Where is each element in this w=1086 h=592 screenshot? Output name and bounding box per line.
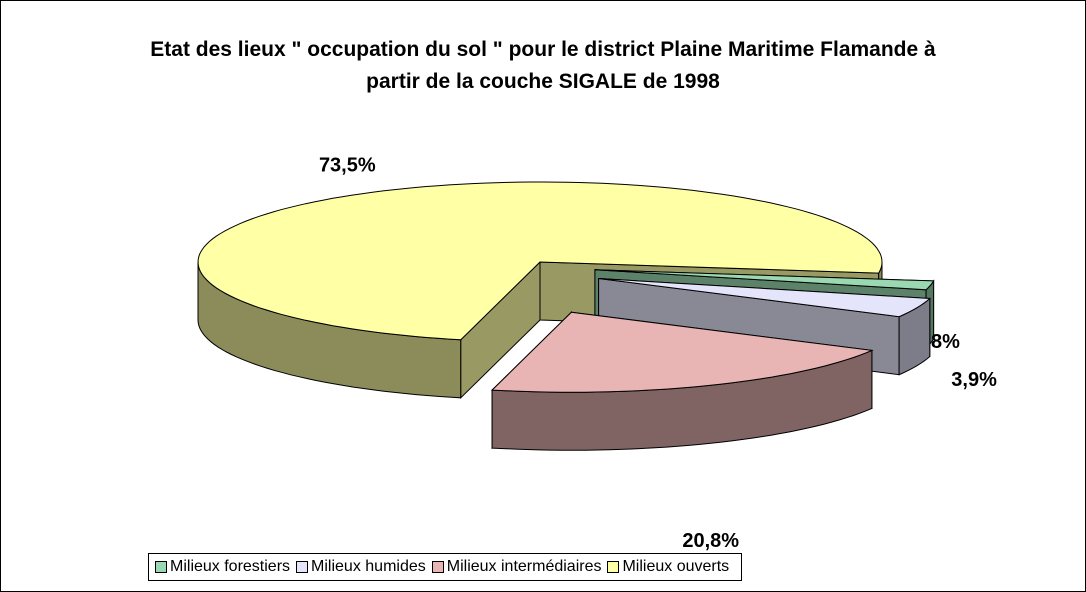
legend-swatch bbox=[155, 561, 167, 573]
slice bbox=[490, 311, 874, 393]
data-label: 73,5% bbox=[319, 154, 376, 176]
data-label: 3,9% bbox=[951, 369, 997, 391]
legend-label: Milieux ouverts bbox=[622, 558, 730, 575]
legend-swatch bbox=[431, 561, 444, 573]
legend-item: Milieux intermédiaires bbox=[431, 558, 602, 576]
legend-swatch bbox=[607, 561, 620, 573]
chart-title: Etat des lieux " occupation du sol " pou… bbox=[150, 38, 936, 93]
legend-item: Milieux forestiers bbox=[155, 558, 290, 576]
slice bbox=[197, 181, 883, 341]
legend-label: Milieux forestiers bbox=[170, 558, 291, 575]
legend-label: Milieux humides bbox=[311, 558, 426, 575]
slice bbox=[594, 269, 935, 291]
legend-item: Milieux humides bbox=[296, 558, 426, 576]
legend-item: Milieux ouverts bbox=[607, 558, 729, 576]
legend-label: Milieux intermédiaires bbox=[446, 558, 602, 575]
data-label: 20,8% bbox=[682, 530, 739, 552]
legend-swatch bbox=[296, 561, 309, 573]
slice bbox=[598, 277, 932, 318]
legend: Milieux forestiers Milieux humides Milieux… bbox=[148, 553, 743, 581]
